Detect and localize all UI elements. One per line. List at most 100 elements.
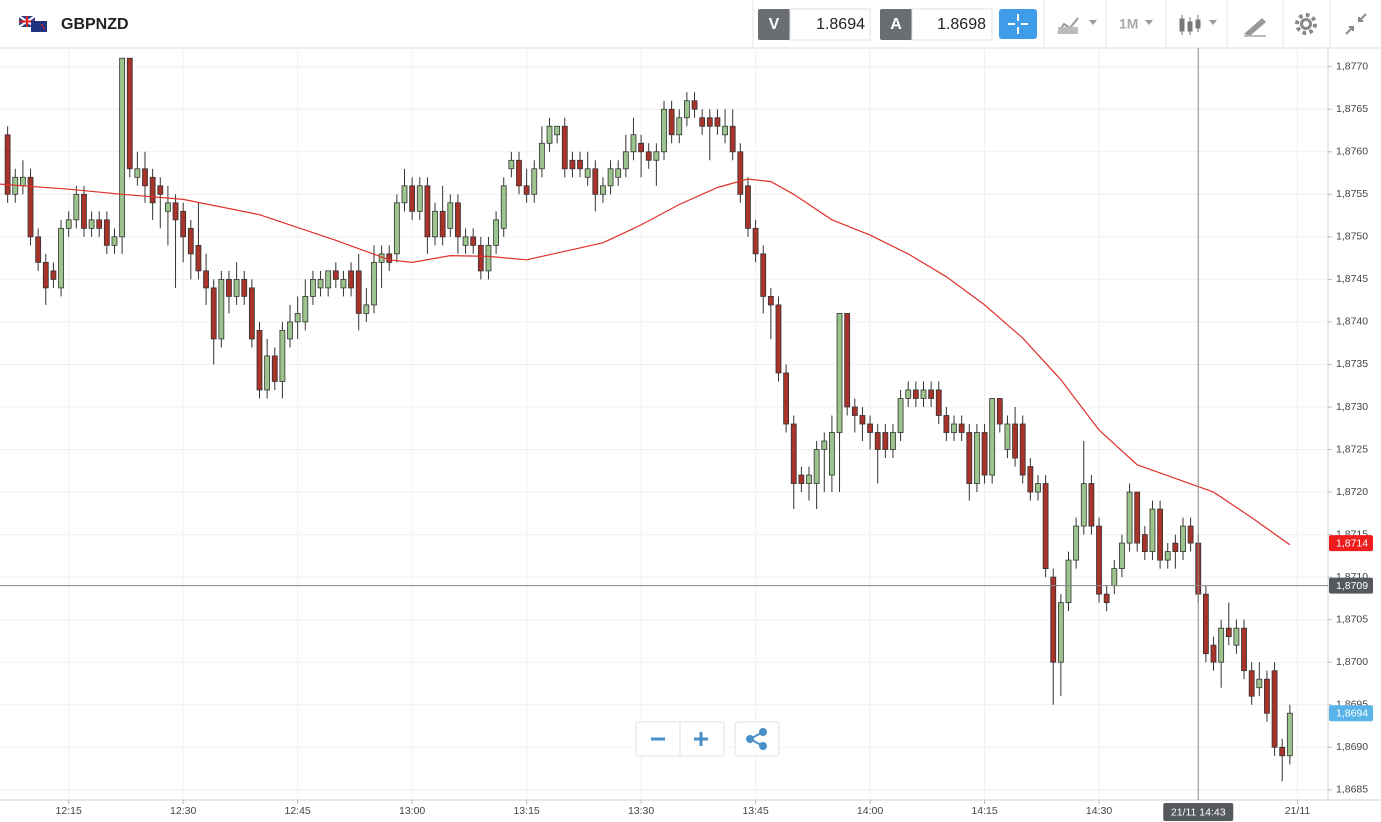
sell-price[interactable]: 1.8694 xyxy=(816,16,865,33)
candle-body xyxy=(493,219,499,246)
candle-body xyxy=(1187,525,1194,544)
candle-body xyxy=(226,278,232,297)
sell-button[interactable] xyxy=(758,9,790,40)
toolbar-bg xyxy=(0,0,1381,48)
candle-body xyxy=(859,415,866,425)
buy-label[interactable]: A xyxy=(890,16,902,33)
candle-body xyxy=(210,287,217,340)
sell-label[interactable]: V xyxy=(769,16,780,33)
buy-button[interactable] xyxy=(880,9,912,40)
period-button[interactable]: 1M xyxy=(1119,16,1138,32)
crosshair-button[interactable] xyxy=(999,9,1037,39)
price-marker: 1,8694 xyxy=(1336,708,1368,720)
y-tick-label: 1,8735 xyxy=(1336,358,1368,370)
candle-body xyxy=(19,176,26,187)
chart-type-button[interactable] xyxy=(1057,17,1097,34)
candle-body xyxy=(1149,508,1156,553)
candle-body xyxy=(287,321,293,340)
candle-body xyxy=(172,202,179,221)
candle-body xyxy=(119,57,126,238)
candle-body xyxy=(1027,466,1034,493)
y-tick-label: 1,8740 xyxy=(1336,316,1368,328)
candle-body xyxy=(1271,670,1278,748)
candle-body xyxy=(134,168,141,178)
candle-body xyxy=(447,202,454,229)
candle-body xyxy=(974,432,980,484)
candle-body xyxy=(325,270,332,289)
x-tick-label: 14:15 xyxy=(971,805,997,817)
candle-body xyxy=(302,295,309,323)
candle-body xyxy=(81,193,87,229)
plot-bg xyxy=(0,49,1328,800)
candle-body xyxy=(149,176,156,204)
candle-body xyxy=(4,134,11,195)
candle-body xyxy=(1286,712,1293,757)
candle-body xyxy=(348,270,354,289)
y-tick-label: 1,8700 xyxy=(1336,656,1368,668)
share-icon xyxy=(746,728,767,750)
share-button[interactable] xyxy=(734,721,780,757)
crosshair-x-label-bg xyxy=(1163,803,1234,821)
candle-body xyxy=(523,185,530,195)
y-tick-label: 1,8685 xyxy=(1336,784,1368,796)
candle-body xyxy=(65,219,72,229)
candle-body xyxy=(477,244,484,272)
sell-box[interactable] xyxy=(789,8,871,41)
candle-body xyxy=(1065,559,1072,604)
x-tick-label: 13:30 xyxy=(628,805,654,817)
candle-body xyxy=(1103,593,1110,604)
candle-body xyxy=(462,236,469,246)
candle-body xyxy=(577,159,583,170)
zoom-in-button[interactable] xyxy=(694,732,708,746)
candle-body xyxy=(607,168,614,187)
candle-body xyxy=(943,415,950,433)
collapse-button[interactable] xyxy=(1345,13,1367,35)
buy-box[interactable] xyxy=(911,8,993,41)
candle-body xyxy=(1233,627,1240,646)
candle-body xyxy=(546,125,553,144)
candle-body xyxy=(996,398,1003,425)
candle-body xyxy=(340,278,347,289)
candle-body xyxy=(683,100,690,119)
buy-price[interactable]: 1.8698 xyxy=(937,16,986,33)
toolbar: GBPNZD V 1.8694 A 1.8698 1M xyxy=(0,0,1381,49)
candle-body xyxy=(1172,542,1179,553)
draw-button[interactable] xyxy=(1244,18,1266,37)
candle-body xyxy=(88,219,95,229)
candle-body xyxy=(767,295,774,306)
candle-body xyxy=(50,270,57,280)
y-tick-label: 1,8750 xyxy=(1336,231,1368,243)
y-tick-label: 1,8725 xyxy=(1336,443,1368,455)
candle-body xyxy=(516,159,522,187)
candle-body xyxy=(1004,423,1011,450)
candle-body xyxy=(1164,551,1171,561)
candle-body xyxy=(912,389,919,399)
candle-body xyxy=(1134,491,1141,544)
candle-body xyxy=(1073,525,1080,561)
candle-body xyxy=(264,355,271,391)
x-tick-label: 12:30 xyxy=(170,805,196,817)
candle-body xyxy=(455,202,461,238)
candle-body xyxy=(1264,678,1270,714)
candle-body xyxy=(485,244,492,272)
candle-body xyxy=(180,210,187,238)
candle-body xyxy=(1202,593,1209,655)
candle-body xyxy=(1157,508,1163,561)
settings-button[interactable] xyxy=(1295,13,1317,35)
candle-body xyxy=(722,125,728,136)
plot-area: 1,86851,86901,86951,87001,87051,87101,87… xyxy=(0,48,1381,821)
x-tick-label: 12:15 xyxy=(56,805,82,817)
candle-body xyxy=(218,278,225,340)
candle-body xyxy=(775,304,782,374)
candle-body xyxy=(569,159,576,170)
candle-body xyxy=(538,142,545,170)
candle-body xyxy=(500,185,507,229)
candle-body xyxy=(256,330,263,391)
candle-type-button[interactable] xyxy=(1179,15,1217,35)
candle-body xyxy=(874,432,881,450)
candle-body xyxy=(699,117,706,127)
candle-body xyxy=(630,134,637,153)
candle-body xyxy=(981,432,988,476)
